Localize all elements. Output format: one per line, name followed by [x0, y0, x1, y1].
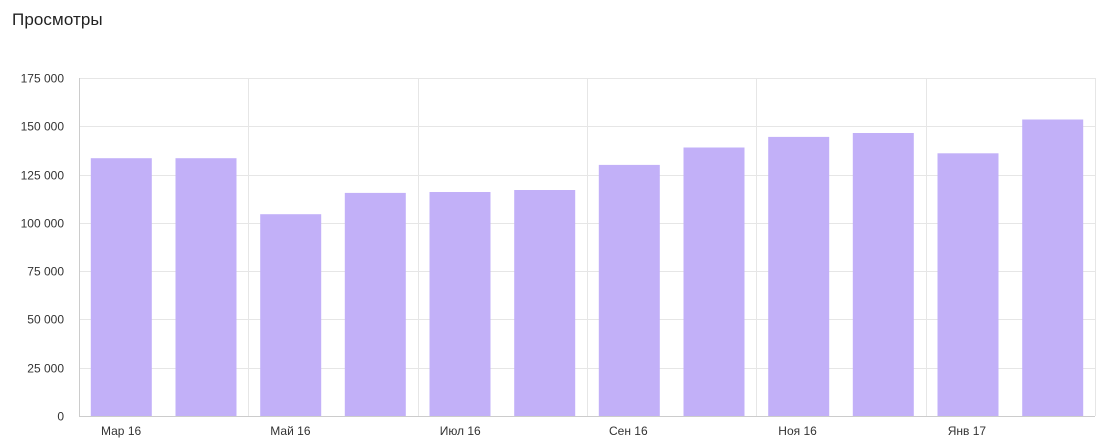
y-tick-label: 25 000: [27, 362, 64, 376]
y-tick-label: 125 000: [21, 169, 65, 183]
x-tick-label: Мар 16: [101, 424, 141, 438]
bar-5: [514, 190, 576, 416]
y-tick-label: 150 000: [21, 120, 65, 134]
bar-2: [260, 214, 322, 416]
x-tick-label: Янв 17: [948, 424, 987, 438]
y-tick-label: 75 000: [27, 265, 64, 279]
x-axis-tick-labels: Мар 16 Май 16 Июл 16 Сен 16 Ноя 16 Янв 17: [101, 424, 986, 438]
y-tick-label: 175 000: [21, 72, 65, 86]
bar-3: [344, 192, 406, 416]
axes: [79, 78, 1095, 417]
bar-1: [175, 158, 237, 416]
x-tick-label: Сен 16: [609, 424, 648, 438]
x-tick-label: Ноя 16: [778, 424, 817, 438]
bar-4: [429, 192, 491, 416]
bar-10: [937, 153, 999, 417]
bar-6: [598, 164, 660, 416]
bar-8: [768, 136, 830, 416]
y-axis-tick-labels: 0 25 000 50 000 75 000 100 000 125 000 150 000…: [21, 72, 65, 424]
bars: [90, 119, 1084, 417]
x-tick-label: Май 16: [270, 424, 311, 438]
bar-7: [683, 147, 745, 416]
y-tick-label: 0: [57, 410, 64, 424]
x-tick-label: Июл 16: [440, 424, 481, 438]
bar-0: [90, 158, 152, 416]
bar-9: [852, 133, 914, 416]
y-tick-label: 100 000: [21, 217, 65, 231]
bar-11: [1022, 119, 1084, 416]
chart-title: Просмотры: [12, 10, 103, 29]
y-tick-label: 50 000: [27, 313, 64, 327]
